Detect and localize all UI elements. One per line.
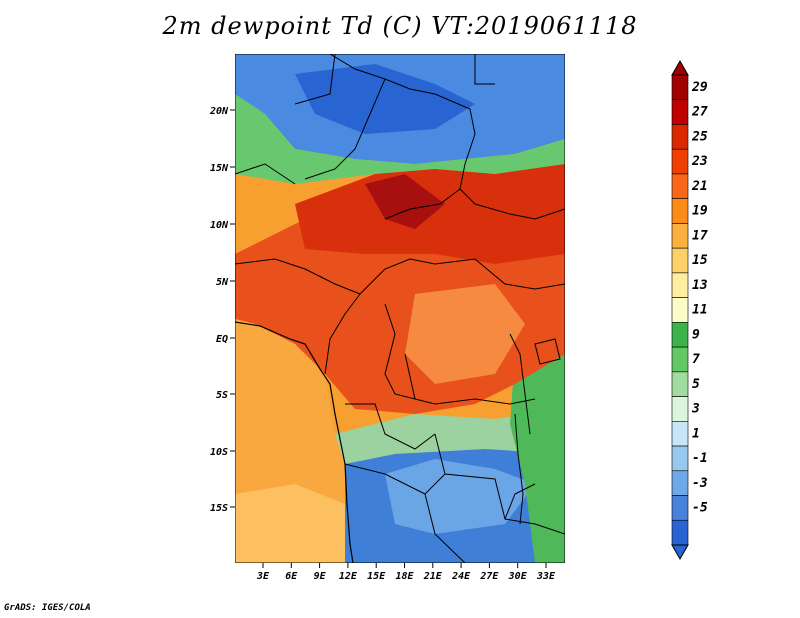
country-borders bbox=[235, 54, 565, 563]
colorbar-swatch bbox=[671, 272, 689, 298]
lon-tick-label: 21E bbox=[423, 571, 443, 582]
coastline bbox=[235, 321, 354, 563]
colorbar-swatch bbox=[671, 495, 689, 521]
lat-tick-label: 10S bbox=[210, 447, 228, 458]
region-peak bbox=[365, 174, 445, 229]
colorbar-label: 27 bbox=[691, 105, 708, 120]
lat-tick-label: 20N bbox=[209, 106, 229, 117]
lon-tick-label: 33E bbox=[536, 571, 556, 582]
colorbar-label: 13 bbox=[692, 278, 708, 293]
colorbar-swatch bbox=[671, 124, 689, 150]
colorbar-swatch bbox=[671, 198, 689, 224]
colorbar-label: 21 bbox=[691, 179, 708, 194]
region-east-green bbox=[510, 344, 565, 563]
colorbar-label: 23 bbox=[691, 154, 708, 169]
colorbar-swatch bbox=[671, 396, 689, 422]
colorbar-swatch bbox=[671, 519, 689, 546]
colorbar-swatch bbox=[671, 247, 689, 274]
credit-label: GrADS: IGES/COLA bbox=[4, 603, 91, 613]
colorbar-label: 17 bbox=[692, 228, 708, 243]
colorbar-top-arrow bbox=[671, 59, 689, 76]
ocean-south bbox=[235, 484, 345, 563]
lon-tick-label: 27E bbox=[479, 571, 499, 582]
lat-tick-label: 5S bbox=[216, 390, 228, 401]
region-basin bbox=[405, 284, 525, 384]
region-south-dry-inner bbox=[385, 459, 535, 534]
lat-tick-label: 5N bbox=[216, 277, 229, 288]
colorbar-label: 7 bbox=[692, 352, 700, 367]
colorbar-swatch bbox=[671, 173, 689, 199]
colorbar-label: -3 bbox=[692, 476, 708, 491]
lon-tick-label: 9E bbox=[314, 571, 327, 582]
colorbar-label: 9 bbox=[692, 327, 700, 342]
colorbar-label: 3 bbox=[691, 402, 700, 417]
colorbar-swatch bbox=[671, 148, 689, 175]
colorbar-swatch bbox=[671, 421, 689, 447]
lat-tick-label: EQ bbox=[216, 334, 228, 345]
colorbar-swatch bbox=[671, 297, 689, 323]
map-title: 2m dewpoint Td (C) VT:2019061118 bbox=[162, 12, 638, 40]
colorbar-label: 11 bbox=[692, 303, 708, 318]
colorbar-bottom-arrow bbox=[671, 544, 689, 561]
lon-tick-label: 6E bbox=[285, 571, 298, 582]
region-north-transition bbox=[235, 94, 565, 184]
lon-tick-label: 3E bbox=[256, 571, 270, 582]
lake-tanganyika bbox=[514, 413, 524, 525]
colorbar-label: -5 bbox=[692, 501, 708, 516]
longitude-axis: 3E 6E 9E 12E 15E 18E 21E 24E 27E 30E 33E bbox=[256, 563, 556, 582]
colorbar-swatch bbox=[671, 74, 689, 101]
dewpoint-map bbox=[235, 54, 565, 563]
lat-tick-label: 10N bbox=[210, 220, 229, 231]
lon-tick-label: 30E bbox=[508, 571, 528, 582]
colorbar-swatch bbox=[671, 470, 689, 496]
colorbar-swatch bbox=[671, 322, 689, 348]
lon-tick-label: 12E bbox=[339, 571, 358, 582]
lat-tick-label: 15N bbox=[210, 163, 229, 174]
colorbar-swatch bbox=[671, 223, 689, 249]
region-south-transition bbox=[335, 409, 565, 464]
colorbar: 29 27 25 23 21 19 17 15 13 11 9 7 5 3 1 -1 -3 -5 bbox=[671, 59, 708, 561]
colorbar-label: 19 bbox=[692, 204, 708, 219]
colorbar-label: 5 bbox=[692, 377, 700, 392]
colorbar-swatch bbox=[671, 445, 689, 472]
colorbar-label: 1 bbox=[692, 426, 700, 441]
colorbar-swatch bbox=[671, 346, 689, 373]
lon-tick-label: 15E bbox=[367, 571, 386, 582]
colorbar-label: 25 bbox=[691, 129, 708, 144]
lake-victoria bbox=[534, 338, 561, 365]
colorbar-label: 15 bbox=[692, 253, 708, 268]
colorbar-label: 29 bbox=[691, 80, 708, 95]
colorbar-swatch bbox=[671, 99, 689, 125]
lat-tick-label: 15S bbox=[210, 503, 228, 514]
region-north-very-dry bbox=[295, 64, 475, 134]
lon-tick-label: 24E bbox=[451, 571, 471, 582]
latitude-axis: 20N 15N 10N 5N EQ 5S 10S 15S bbox=[209, 106, 235, 514]
colorbar-swatch bbox=[671, 371, 689, 397]
lon-tick-label: 18E bbox=[395, 571, 414, 582]
colorbar-label: -1 bbox=[692, 451, 708, 466]
map-svg bbox=[235, 54, 565, 563]
